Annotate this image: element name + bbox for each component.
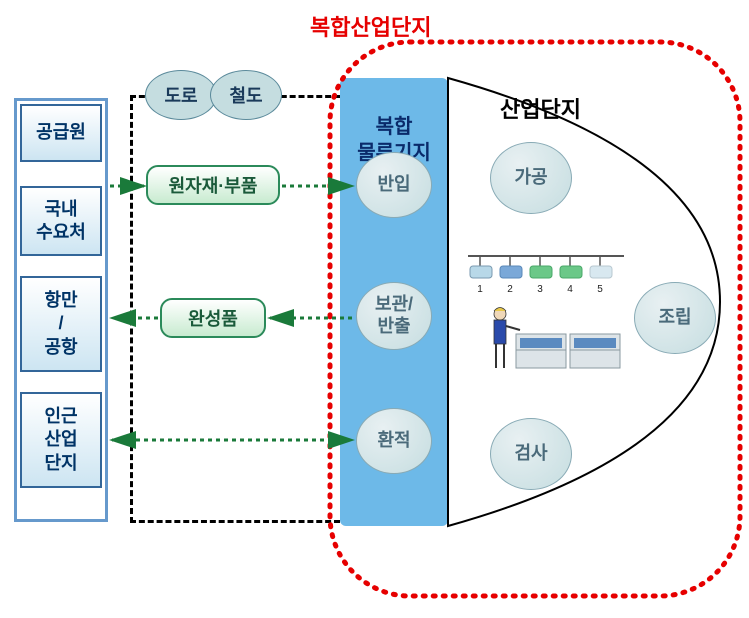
flow-finished-label: 완성품	[188, 305, 238, 331]
complex-circle-label: 검사	[514, 443, 547, 465]
complex-circle-inspect: 검사	[490, 418, 572, 490]
left-column: 공급원 국내 수요처 항만 / 공항 인근 산업 단지	[14, 98, 108, 522]
hub-circle-trans: 환적	[356, 408, 432, 474]
diagram-title: 복합산업단지	[310, 10, 431, 42]
assembly-line: 1 2 3 4 5	[466, 250, 626, 380]
svg-text:5: 5	[597, 284, 603, 295]
car-group: 1	[470, 256, 492, 295]
left-box-label: 인근 산업 단지	[44, 405, 77, 475]
assembly-line-svg: 1 2 3 4 5	[466, 250, 626, 380]
flow-raw-label: 원자재·부품	[169, 172, 258, 198]
complex-circle-assemble: 조립	[634, 282, 716, 354]
hub-circle-store: 보관/ 반출	[356, 282, 432, 350]
hub-circle-in: 반입	[356, 152, 432, 218]
car-group: 5	[590, 256, 612, 295]
container-icon	[570, 334, 620, 368]
hub-circle-label: 반입	[377, 174, 410, 196]
transport-road-oval: 도로	[145, 70, 217, 120]
left-box-domestic: 국내 수요처	[20, 186, 102, 256]
complex-circle-label: 조립	[658, 307, 691, 329]
left-box-label: 공급원	[36, 121, 86, 144]
transport-rail-oval: 철도	[210, 70, 282, 120]
left-box-nearby: 인근 산업 단지	[20, 392, 102, 488]
svg-text:3: 3	[537, 284, 543, 295]
car-group: 2	[500, 256, 522, 295]
left-box-label: 국내 수요처	[36, 198, 86, 245]
container-icon	[516, 334, 566, 368]
worker-icon	[494, 308, 520, 369]
svg-text:4: 4	[567, 284, 573, 295]
complex-circle-process: 가공	[490, 142, 572, 214]
complex-title: 산업단지	[500, 92, 581, 124]
complex-circle-label: 가공	[514, 167, 547, 189]
flow-finished: 완성품	[160, 298, 266, 338]
transport-road-label: 도로	[164, 82, 197, 108]
hub-circle-label: 보관/ 반출	[375, 294, 413, 337]
car-group: 4	[560, 256, 582, 295]
transport-rail-label: 철도	[229, 82, 262, 108]
svg-text:1: 1	[477, 284, 483, 295]
complex-title-text: 산업단지	[500, 97, 581, 122]
title-text: 복합산업단지	[310, 15, 431, 40]
car-group: 3	[530, 256, 552, 295]
svg-text:2: 2	[507, 284, 513, 295]
left-box-supply: 공급원	[20, 104, 102, 162]
hub-circle-label: 환적	[377, 430, 410, 452]
flow-raw-materials: 원자재·부품	[146, 165, 280, 205]
left-box-port: 항만 / 공항	[20, 276, 102, 372]
left-box-label: 항만 / 공항	[44, 289, 77, 359]
